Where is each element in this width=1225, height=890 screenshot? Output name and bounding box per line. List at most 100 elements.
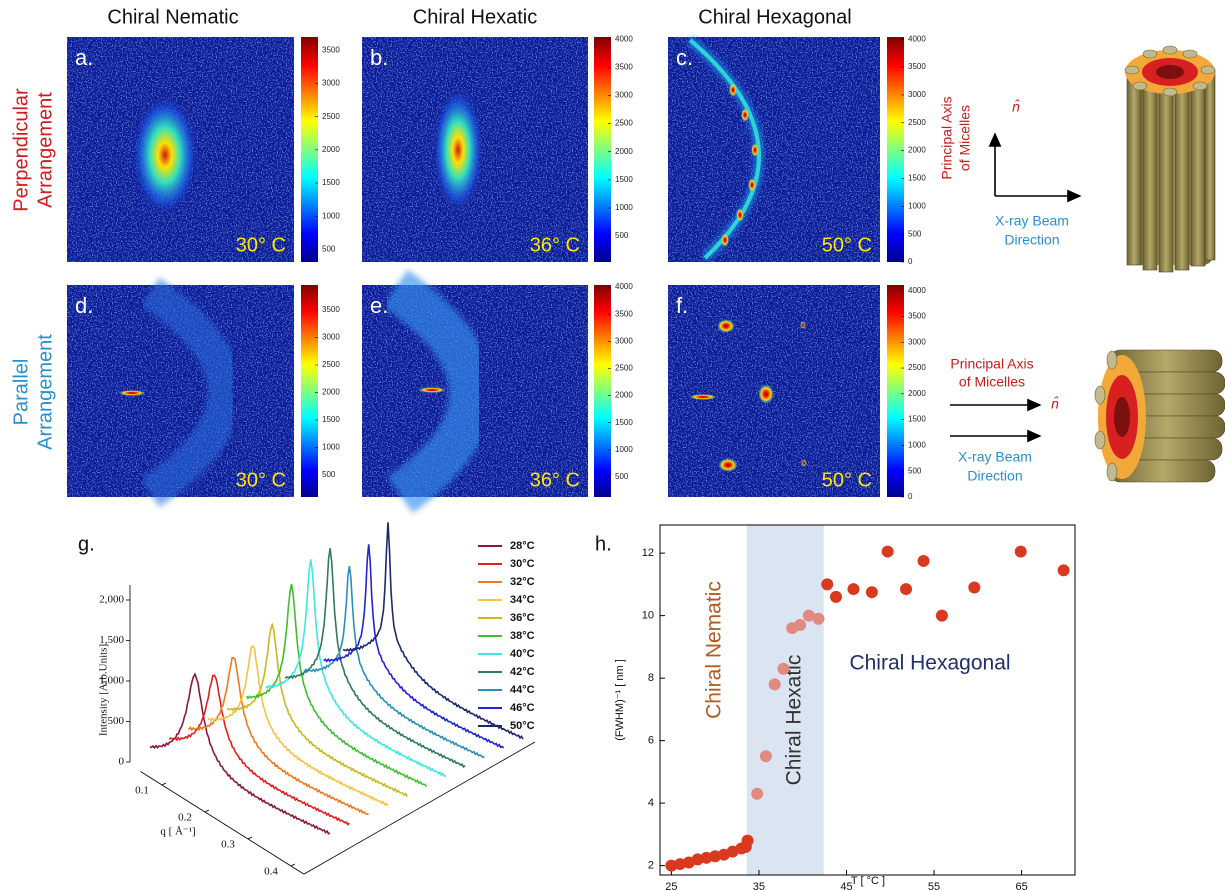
legend-label: 30°C <box>510 558 535 570</box>
panel-label: g. <box>78 533 95 555</box>
scattering-feature <box>751 143 759 157</box>
data-point <box>917 554 930 567</box>
intensity-curve <box>323 544 505 749</box>
colorbar-tick-label: 3000 <box>908 90 926 99</box>
y-axis-label: (FWHM)⁻¹ [ nm ] <box>614 659 626 741</box>
data-point <box>768 678 781 691</box>
column-title: Chiral Nematic <box>107 6 238 28</box>
colorbar-tick-label: 500 <box>908 466 922 475</box>
colorbar-tick-label: 1500 <box>322 178 340 187</box>
x-axis <box>140 771 305 875</box>
temperature-label: 50° C <box>822 469 872 491</box>
colorbar-tick-label: 3500 <box>322 45 340 54</box>
x-tick-label: 25 <box>665 881 677 890</box>
legend-label: 36°C <box>510 612 535 624</box>
data-point <box>821 578 834 591</box>
data-point <box>865 586 878 599</box>
panel-label: h. <box>595 533 612 555</box>
colorbar-tick-label: 3500 <box>615 62 633 71</box>
x-axis-label: q [ Å⁻¹] <box>160 826 195 838</box>
colorbar-tick-label: 2000 <box>908 146 926 155</box>
colorbar-tick-label: 1000 <box>322 443 340 452</box>
colorbar-tick-label: 500 <box>322 470 336 479</box>
scattering-feature <box>718 458 738 472</box>
row-label: Arrangement <box>34 92 56 208</box>
colorbar-tick-label: 3500 <box>322 305 340 314</box>
data-point <box>1014 545 1027 558</box>
y-tick-label: 2 <box>648 860 654 872</box>
colorbar <box>887 285 904 497</box>
scattering-feature <box>748 178 756 192</box>
intensity-curve <box>245 583 428 788</box>
x-tick-label: 45 <box>840 881 852 890</box>
panel-label: f. <box>676 293 688 318</box>
scattering-feature <box>118 390 146 396</box>
colorbar-tick-label: 500 <box>322 244 336 253</box>
beam-label: X-ray Beam <box>995 213 1069 229</box>
intensity-curve <box>226 622 408 797</box>
data-point <box>759 750 772 763</box>
scattering-image <box>362 269 588 513</box>
scattering-ring <box>140 277 242 508</box>
beam-label: Direction <box>1004 232 1059 248</box>
intensity-curve <box>187 657 369 816</box>
temperature-label: 36° C <box>530 469 580 491</box>
colorbar-tick-label: 2500 <box>615 364 633 373</box>
speckle <box>668 285 880 497</box>
colorbar-tick-label: 0 <box>908 492 913 501</box>
data-point <box>794 619 807 631</box>
colorbar-tick-label: 4000 <box>615 34 633 43</box>
y-tick-label: 8 <box>648 672 654 684</box>
axis-label: of Micelles <box>957 105 973 171</box>
colorbar-tick-label: 1500 <box>908 415 926 424</box>
colorbar <box>301 37 318 262</box>
x-tick-label: 0.4 <box>264 866 278 878</box>
colorbar-tick-label: 2000 <box>615 391 633 400</box>
y-tick-label: 10 <box>642 610 654 622</box>
colorbar-tick-label: 2000 <box>615 147 633 156</box>
scattering-feature <box>689 394 717 400</box>
panel-label: e. <box>370 293 388 318</box>
x-tick-label: 0.1 <box>135 785 149 797</box>
region-label: Chiral Nematic <box>703 581 726 719</box>
intensity-curve <box>168 674 350 826</box>
plot-frame <box>659 524 1076 876</box>
legend-label: 42°C <box>510 666 535 678</box>
y-tick-label: 12 <box>642 547 654 559</box>
scattering-feature <box>418 387 446 393</box>
colorbar <box>594 37 611 262</box>
colorbar-tick-label: 2000 <box>322 388 340 397</box>
colorbar-tick-label: 3500 <box>615 309 633 318</box>
legend-label: 32°C <box>510 576 535 588</box>
scattering-feature <box>801 459 807 467</box>
column-title: Chiral Hexatic <box>413 6 537 28</box>
data-point <box>847 583 860 596</box>
legend-label: 40°C <box>510 648 535 660</box>
colorbar-tick-label: 500 <box>908 229 922 238</box>
scattering-feature <box>800 321 806 329</box>
x-tick-label: 55 <box>928 881 940 890</box>
scattering-feature <box>131 93 199 217</box>
scattering-feature <box>717 319 735 333</box>
data-point <box>968 581 981 594</box>
colorbar-tick-label: 1000 <box>322 211 340 220</box>
intensity-curve <box>303 565 485 759</box>
scattering-feature <box>729 83 737 97</box>
colorbar-tick-label: 2500 <box>615 119 633 128</box>
y-tick-label: 2,000 <box>99 594 124 606</box>
legend-label: 38°C <box>510 630 535 642</box>
data-point <box>802 609 815 622</box>
intensity-curve <box>149 672 331 835</box>
column-title: Chiral Hexagonal <box>698 6 851 28</box>
colorbar-tick-label: 1500 <box>908 174 926 183</box>
data-point <box>751 787 764 800</box>
row-label: Perpendicular <box>10 88 32 212</box>
x-tick <box>247 836 253 840</box>
region-label: Chiral Hexagonal <box>849 652 1010 675</box>
scattering-feature <box>721 233 729 247</box>
x-tick-label: 0.2 <box>178 812 192 824</box>
colorbar-tick-label: 1000 <box>615 445 633 454</box>
scattering-feature <box>758 384 774 404</box>
data-point <box>741 834 754 847</box>
y-tick-label: 4 <box>648 797 654 809</box>
